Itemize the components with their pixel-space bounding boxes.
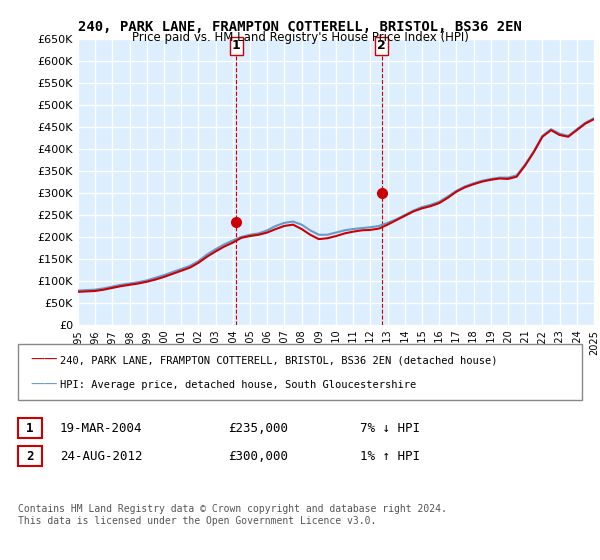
- Text: ——: ——: [30, 353, 58, 367]
- Text: 2: 2: [26, 450, 34, 463]
- Text: Price paid vs. HM Land Registry's House Price Index (HPI): Price paid vs. HM Land Registry's House …: [131, 31, 469, 44]
- Text: ——: ——: [30, 377, 58, 392]
- Text: 7% ↓ HPI: 7% ↓ HPI: [360, 422, 420, 435]
- Text: Contains HM Land Registry data © Crown copyright and database right 2024.
This d: Contains HM Land Registry data © Crown c…: [18, 504, 447, 526]
- Text: 1: 1: [232, 39, 241, 52]
- Text: 240, PARK LANE, FRAMPTON COTTERELL, BRISTOL, BS36 2EN (detached house): 240, PARK LANE, FRAMPTON COTTERELL, BRIS…: [60, 355, 497, 365]
- Text: £235,000: £235,000: [228, 422, 288, 435]
- Text: HPI: Average price, detached house, South Gloucestershire: HPI: Average price, detached house, Sout…: [60, 380, 416, 390]
- Text: 19-MAR-2004: 19-MAR-2004: [60, 422, 143, 435]
- Text: 240, PARK LANE, FRAMPTON COTTERELL, BRISTOL, BS36 2EN: 240, PARK LANE, FRAMPTON COTTERELL, BRIS…: [78, 20, 522, 34]
- Text: £300,000: £300,000: [228, 450, 288, 463]
- Text: 1: 1: [26, 422, 34, 435]
- Text: 1% ↑ HPI: 1% ↑ HPI: [360, 450, 420, 463]
- Text: 24-AUG-2012: 24-AUG-2012: [60, 450, 143, 463]
- Text: 2: 2: [377, 39, 386, 52]
